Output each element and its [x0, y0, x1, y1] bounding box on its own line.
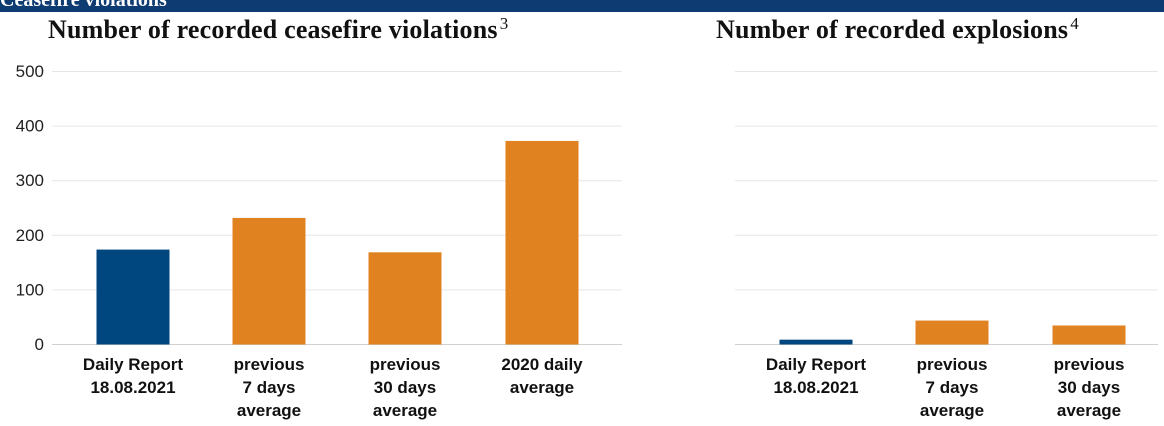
bar [779, 339, 853, 345]
x-tick-label: previous 30 days average [369, 355, 441, 420]
y-tick-label: 500 [16, 62, 44, 81]
x-tick-label: Daily Report 18.08.2021 [765, 355, 867, 397]
footnote-marker: 3 [499, 14, 509, 33]
y-tick-label: 400 [16, 117, 44, 136]
x-tick-label: previous 7 days average [916, 355, 988, 420]
chart-title-text: Number of recorded ceasefire violations [48, 15, 498, 44]
section-banner: Ceasefire violations [0, 0, 1164, 12]
footnote-marker: 4 [1070, 14, 1079, 33]
x-tick-label: Daily Report 18.08.2021 [82, 355, 184, 397]
y-tick-label: 300 [16, 171, 44, 190]
bar [505, 140, 579, 345]
chart-title-explosions: Number of recorded explosions 4 [716, 14, 1079, 45]
bar [96, 249, 170, 345]
banner-title: Ceasefire violations [0, 0, 167, 11]
bar [1052, 325, 1126, 345]
bar [232, 217, 306, 345]
chart-title-text: Number of recorded explosions [716, 15, 1069, 44]
x-tick-label: 2020 daily average [501, 355, 583, 397]
y-tick-label: 100 [16, 280, 44, 299]
x-tick-label: previous 7 days average [233, 355, 305, 420]
x-tick-label: previous 30 days average [1053, 355, 1125, 420]
bar [915, 320, 989, 345]
y-tick-label: 0 [35, 335, 44, 354]
bar [368, 252, 442, 345]
y-tick-label: 200 [16, 226, 44, 245]
chart-title-ceasefire-violations: Number of recorded ceasefire violations 3 [48, 14, 508, 45]
